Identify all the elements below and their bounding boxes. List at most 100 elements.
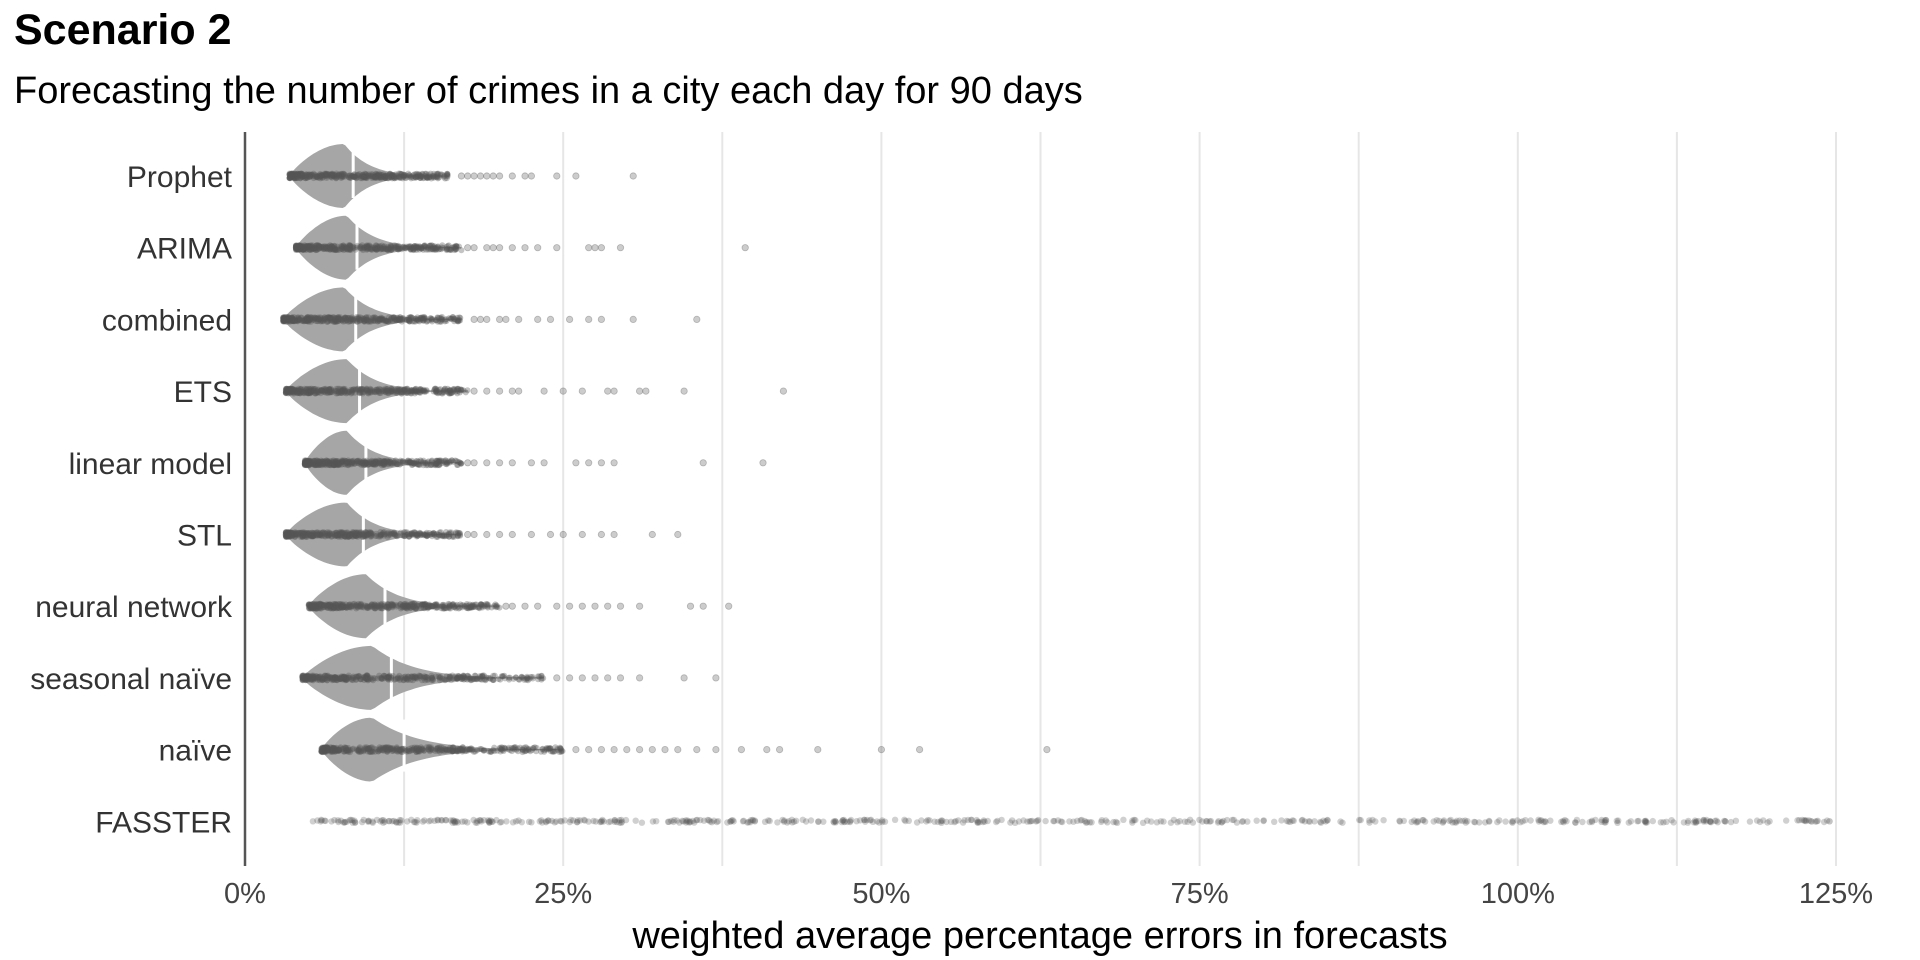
data-point [434, 174, 441, 181]
data-point [557, 817, 564, 825]
data-point [381, 746, 388, 753]
data-point [426, 174, 433, 181]
violin-shape [295, 215, 462, 280]
data-point [442, 602, 448, 609]
data-point [458, 247, 465, 254]
data-point [286, 171, 293, 178]
data-point [429, 315, 435, 322]
data-point [346, 242, 353, 249]
data-point [394, 243, 401, 250]
data-point [407, 246, 414, 253]
data-point [416, 529, 423, 536]
data-point [499, 747, 506, 754]
data-point [381, 243, 388, 250]
data-point [298, 171, 305, 178]
data-point [403, 172, 409, 179]
data-point [364, 242, 371, 249]
outlier-point [470, 315, 478, 323]
data-point [299, 173, 306, 180]
data-point [304, 171, 310, 178]
data-point [377, 244, 384, 251]
data-point [332, 174, 339, 181]
data-point [327, 246, 334, 253]
data-point [294, 243, 301, 250]
data-point [423, 318, 430, 325]
outlier-point [623, 745, 631, 754]
data-point [387, 174, 394, 181]
data-point [323, 244, 330, 251]
data-point [384, 318, 391, 325]
data-point [418, 244, 425, 250]
data-point [359, 172, 366, 179]
outlier-point [521, 602, 529, 610]
data-point [451, 243, 458, 250]
data-point [418, 245, 425, 252]
data-point [326, 246, 333, 253]
data-point [419, 315, 426, 322]
data-point [638, 819, 646, 826]
data-point [316, 173, 323, 180]
violin-shape [321, 717, 564, 782]
data-point [293, 242, 299, 249]
data-point [331, 245, 338, 252]
outlier-point [877, 745, 886, 754]
violin-shape [308, 574, 500, 639]
data-point [331, 243, 338, 250]
data-point [356, 390, 363, 397]
data-point [328, 818, 335, 825]
data-point [289, 171, 296, 178]
data-point [294, 244, 301, 251]
data-point [381, 173, 388, 180]
data-point [310, 245, 317, 252]
data-point [430, 173, 436, 180]
data-point [480, 747, 487, 754]
data-point [339, 173, 346, 180]
data-point [338, 170, 345, 177]
data-point [395, 246, 402, 253]
data-point [302, 246, 309, 253]
data-point [453, 243, 460, 250]
data-point [357, 175, 364, 182]
data-point [452, 673, 459, 680]
outlier-point [470, 244, 478, 252]
outlier-point [616, 244, 625, 252]
data-point [416, 244, 423, 251]
data-point [433, 245, 440, 252]
data-point [389, 172, 396, 178]
data-point [360, 173, 367, 180]
data-point [291, 174, 298, 181]
outlier-point [553, 244, 561, 252]
data-point [363, 173, 370, 180]
data-point [407, 243, 414, 250]
data-point [388, 243, 395, 250]
data-point [427, 242, 433, 249]
data-point [1083, 818, 1091, 826]
x-axis-label: weighted average percentage errors in fo… [631, 915, 1447, 957]
data-point [372, 170, 379, 177]
data-point [313, 174, 320, 181]
data-point [452, 245, 459, 252]
data-point [296, 243, 303, 250]
data-point [299, 243, 305, 250]
data-point [384, 246, 391, 253]
data-point [343, 243, 349, 250]
data-point [451, 818, 458, 826]
data-point [478, 601, 485, 608]
data-point [300, 247, 307, 253]
data-point [375, 245, 382, 252]
outlier-point [814, 745, 822, 754]
data-point [334, 243, 341, 250]
data-point [416, 318, 423, 325]
data-point [320, 243, 327, 250]
data-point [294, 175, 301, 182]
outlier-point [521, 244, 529, 252]
data-point [332, 247, 339, 254]
data-point [422, 243, 429, 250]
data-point [281, 314, 288, 321]
data-point [429, 242, 436, 249]
data-point [330, 244, 337, 251]
data-point [400, 171, 407, 178]
data-point [423, 246, 430, 253]
data-point [427, 531, 434, 538]
data-point [339, 171, 345, 178]
